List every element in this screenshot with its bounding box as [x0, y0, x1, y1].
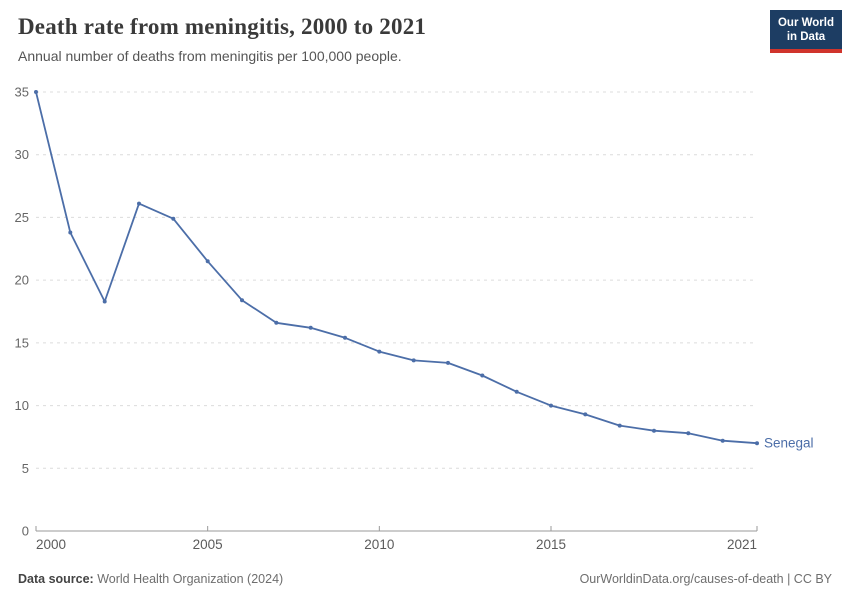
data-point	[205, 259, 210, 264]
data-point	[102, 299, 107, 304]
series-line	[35, 91, 758, 445]
chart-footer: Data source: World Health Organization (…	[18, 572, 832, 586]
data-point	[68, 230, 73, 235]
data-point	[549, 403, 553, 408]
owid-logo: Our World in Data	[770, 10, 842, 53]
data-source-label: Data source:	[18, 572, 94, 586]
y-tick-label: 10	[15, 398, 29, 413]
data-point	[720, 438, 725, 443]
data-point	[411, 358, 416, 363]
data-point	[137, 201, 141, 206]
y-tick-label: 30	[15, 147, 29, 162]
data-point	[274, 320, 279, 325]
x-tick-label: 2005	[193, 537, 223, 552]
x-tick-label: 2021	[727, 537, 757, 552]
data-source-value: World Health Organization (2024)	[97, 572, 284, 586]
x-tick-label: 2010	[364, 537, 394, 552]
owid-logo-text: Our World in Data	[770, 10, 842, 49]
data-point	[171, 216, 176, 221]
data-point	[583, 412, 588, 417]
data-point	[308, 325, 313, 330]
data-point	[514, 389, 519, 394]
credit-text: OurWorldinData.org/causes-of-death | CC …	[579, 572, 832, 586]
data-point	[446, 360, 450, 365]
owid-logo-line2: in Data	[786, 31, 826, 43]
chart-header: Death rate from meningitis, 2000 to 2021…	[18, 14, 738, 64]
x-tick-label: 2000	[36, 537, 66, 552]
page-title: Death rate from meningitis, 2000 to 2021	[18, 14, 427, 39]
owid-logo-line1: Our World	[777, 17, 834, 29]
y-tick-label: 35	[15, 85, 29, 100]
data-point	[617, 423, 622, 428]
data-point	[652, 428, 656, 433]
y-tick-label: 5	[22, 461, 29, 476]
data-point	[343, 335, 347, 340]
data-point	[755, 441, 759, 446]
owid-logo-red-bar	[770, 49, 842, 53]
data-point	[34, 90, 38, 94]
chart-subtitle: Annual number of deaths from meningitis …	[18, 48, 402, 64]
x-tick-label: 2015	[536, 537, 566, 552]
y-tick-label: 0	[22, 524, 29, 539]
y-tick-label: 20	[15, 273, 29, 288]
data-point	[686, 431, 691, 436]
y-tick-label: 25	[15, 210, 29, 225]
y-tick-label: 15	[15, 335, 29, 350]
data-source: Data source: World Health Organization (…	[18, 572, 283, 586]
data-point	[240, 298, 244, 303]
series-label: Senegal	[764, 436, 814, 451]
data-point	[377, 349, 382, 354]
data-point	[480, 373, 485, 378]
